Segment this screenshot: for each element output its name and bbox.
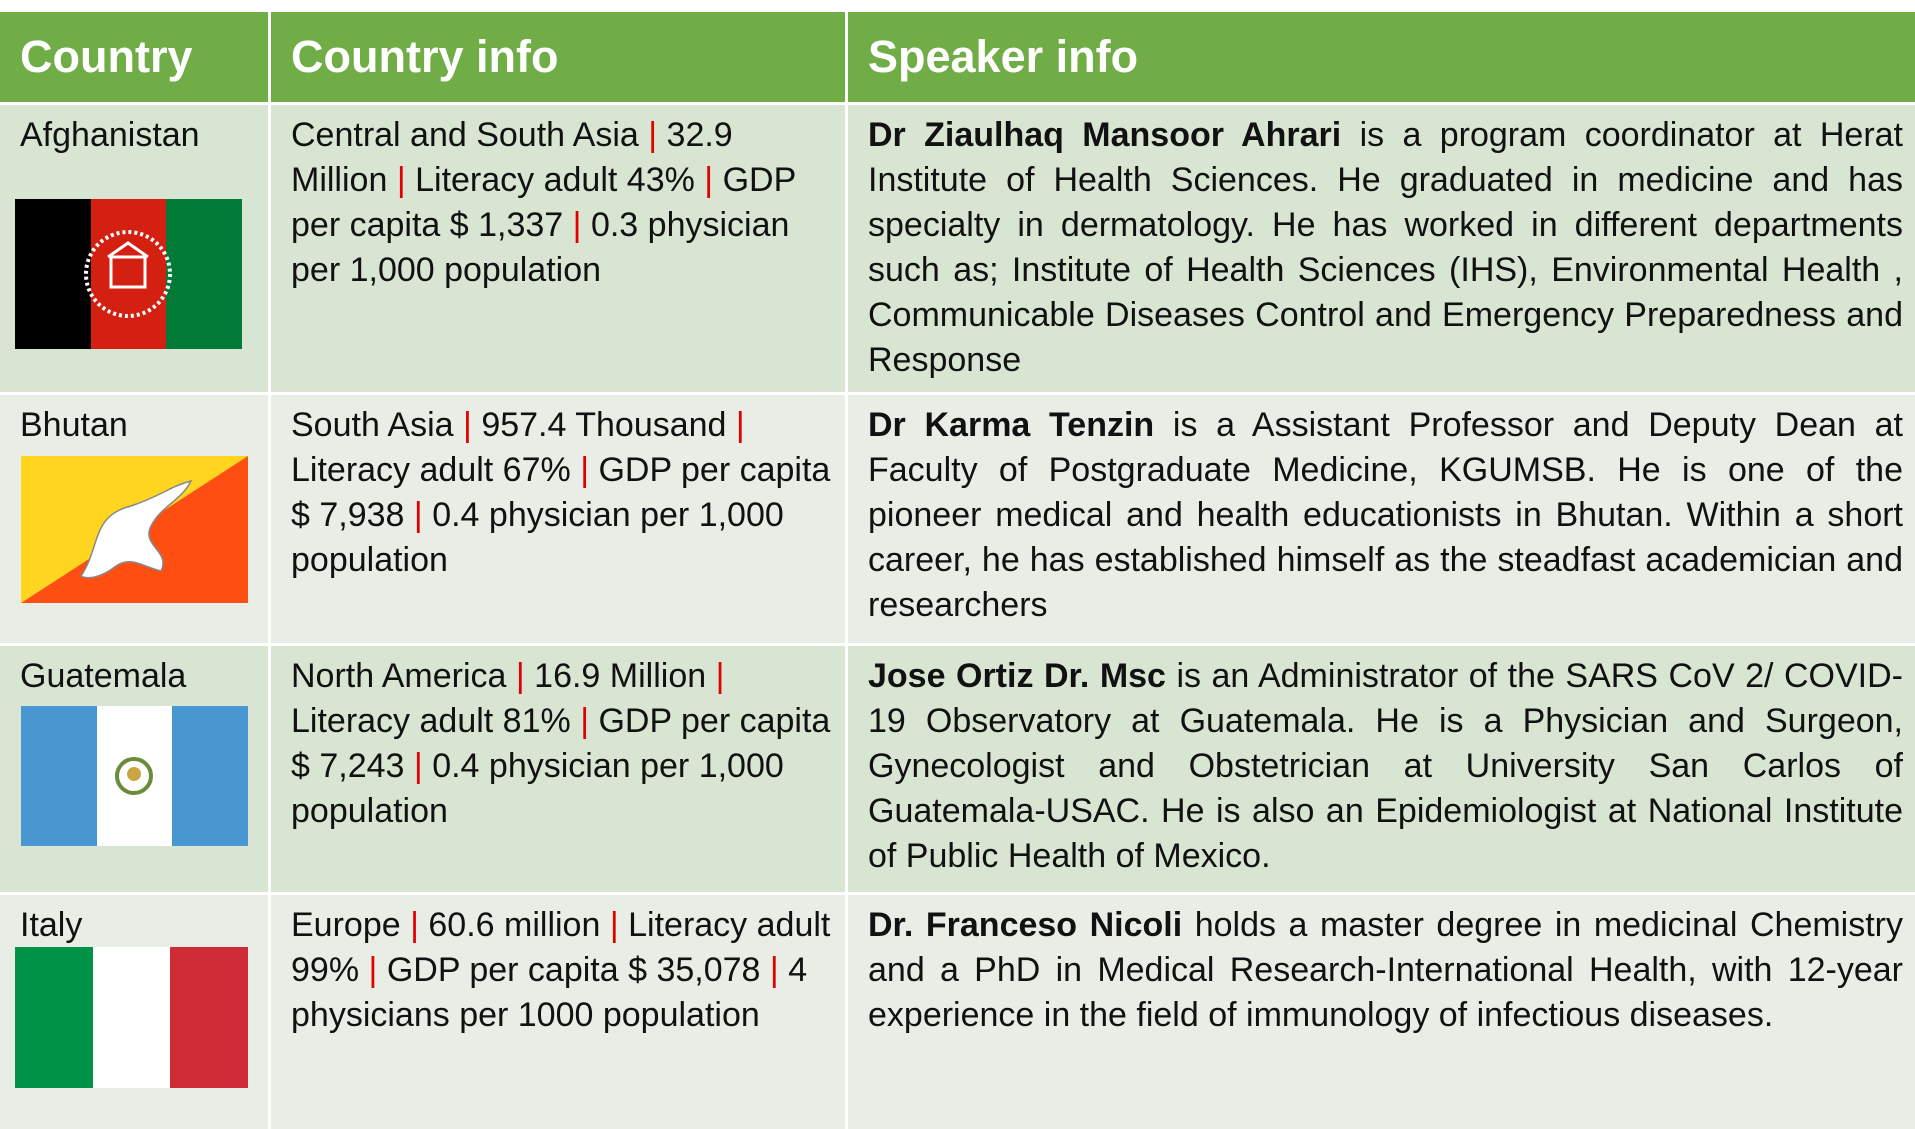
info-item: 0.4 physician per 1,000 population	[291, 496, 784, 579]
country-info-cell: South Asia | 957.4 Thousand | Literacy a…	[271, 395, 845, 643]
header-cell: Speaker info	[848, 12, 1915, 102]
country-name: Afghanistan	[20, 116, 200, 154]
header-cell: Country info	[271, 12, 845, 102]
separator: |	[704, 161, 714, 199]
info-item: Europe	[291, 906, 401, 944]
separator: |	[396, 161, 406, 199]
country-name: Guatemala	[20, 657, 187, 695]
country-cell: Bhutan	[0, 395, 268, 643]
info-item: 0.4 physician per 1,000 population	[291, 747, 784, 830]
flag-guatemala	[21, 706, 248, 846]
country-info-cell: North America | 16.9 Million | Literacy …	[271, 646, 845, 892]
flag-bhutan	[21, 456, 248, 603]
info-item: GDP per capita $ 35,078	[386, 951, 761, 989]
info-item: Literacy adult 43%	[415, 161, 695, 199]
country-name: Italy	[20, 906, 83, 944]
flag-italy	[15, 947, 248, 1088]
speaker-name: Jose Ortiz Dr. Msc	[868, 657, 1166, 695]
info-item: 0.3 physician per 1,000 population	[291, 206, 790, 289]
speaker-name: Dr. Franceso Nicoli	[868, 906, 1183, 944]
separator: |	[413, 496, 423, 534]
separator: |	[580, 451, 590, 489]
country-cell: Afghanistan	[0, 105, 268, 392]
info-item: Literacy adult 81%	[291, 702, 571, 740]
info-item: 60.6 million	[428, 906, 601, 944]
info-item: GDP per capita $ 1,337	[291, 161, 796, 244]
info-item: South Asia	[291, 406, 454, 444]
country-cell: Guatemala	[0, 646, 268, 892]
speaker-text: holds a master degree in medicinal Chemi…	[868, 906, 1903, 1034]
separator: |	[368, 951, 378, 989]
table: Country Country info Speaker info Afghan…	[0, 12, 1915, 1129]
info-item: 957.4 Thousand	[481, 406, 727, 444]
separator: |	[410, 906, 419, 944]
separator: |	[580, 702, 590, 740]
info-item: Literacy adult 67%	[291, 451, 571, 489]
separator: |	[769, 951, 779, 989]
speaker-info-cell: Dr. Franceso Nicoli holds a master degre…	[848, 895, 1915, 1129]
separator: |	[515, 657, 525, 695]
header-cell: Country	[0, 12, 268, 102]
info-item: North America	[291, 657, 507, 695]
flag-afghanistan	[15, 199, 242, 349]
separator: |	[463, 406, 472, 444]
info-item: Literacy adult 99%	[291, 906, 831, 989]
speaker-info-cell: Dr Karma Tenzin is a Assistant Professor…	[848, 395, 1915, 643]
separator: |	[648, 116, 658, 154]
country-info-cell: Central and South Asia | 32.9 Million | …	[271, 105, 845, 392]
country-cell: Italy	[0, 895, 268, 1129]
info-item: 4 physicians per 1000 population	[291, 951, 808, 1034]
speaker-name: Dr Ziaulhaq Mansoor Ahrari	[868, 116, 1342, 154]
country-info-cell: Europe | 60.6 million | Literacy adult 9…	[271, 895, 845, 1129]
speaker-text: is a Assistant Professor and Deputy Dean…	[868, 406, 1903, 624]
separator: |	[735, 406, 745, 444]
separator: |	[609, 906, 619, 944]
separator: |	[413, 747, 423, 785]
speaker-text: is an Administrator of the SARS CoV 2/ C…	[868, 657, 1903, 875]
info-item: GDP per capita $ 7,938	[291, 451, 831, 534]
info-item: 32.9 Million	[291, 116, 733, 199]
speaker-name: Dr Karma Tenzin	[868, 406, 1155, 444]
country-name: Bhutan	[20, 406, 128, 444]
speaker-info-cell: Jose Ortiz Dr. Msc is an Administrator o…	[848, 646, 1915, 892]
speaker-info-cell: Dr Ziaulhaq Mansoor Ahrari is a program …	[848, 105, 1915, 392]
info-item: 16.9 Million	[534, 657, 707, 695]
info-item: GDP per capita $ 7,243	[291, 702, 831, 785]
speaker-text: is a program coordinator at Herat Instit…	[868, 116, 1903, 379]
info-item: Central and South Asia	[291, 116, 639, 154]
separator: |	[715, 657, 725, 695]
separator: |	[572, 206, 582, 244]
